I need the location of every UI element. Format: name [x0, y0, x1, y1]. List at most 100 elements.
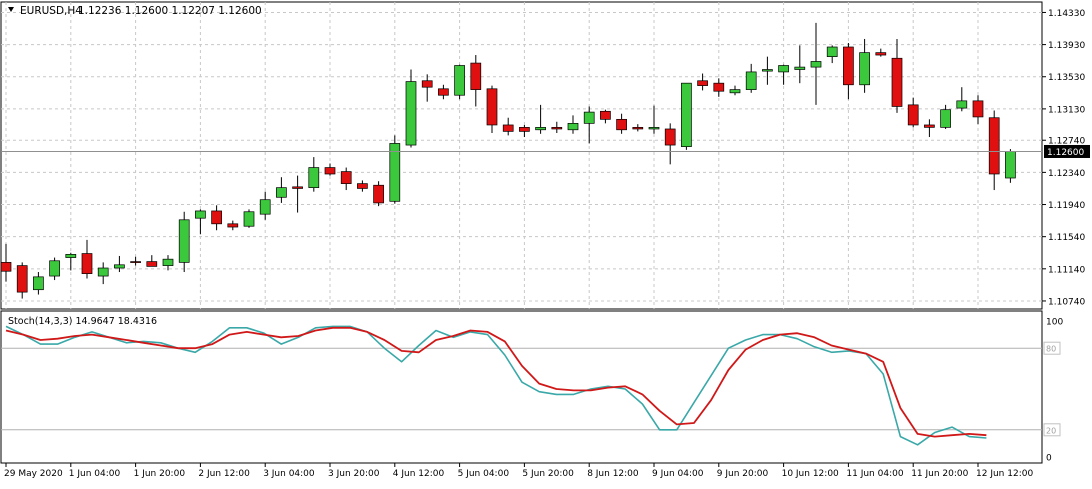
- candle[interactable]: [583, 106, 595, 144]
- candle[interactable]: [956, 87, 968, 112]
- stochastic-panel[interactable]: 80 20 100 0: [1, 318, 1063, 464]
- stoch-main-line[interactable]: [5, 325, 987, 446]
- candle[interactable]: [65, 252, 77, 271]
- candle[interactable]: [826, 45, 838, 64]
- candle[interactable]: [146, 255, 158, 267]
- candle[interactable]: [81, 239, 93, 279]
- stoch-signal-line[interactable]: [5, 326, 987, 438]
- candle[interactable]: [227, 220, 239, 231]
- candle[interactable]: [1005, 149, 1016, 183]
- candle[interactable]: [97, 262, 109, 285]
- candle-body: [243, 211, 255, 227]
- candle[interactable]: [454, 64, 465, 100]
- candle[interactable]: [421, 74, 433, 102]
- stoch-y-label: 0: [1046, 454, 1052, 464]
- candle[interactable]: [195, 209, 206, 235]
- candle[interactable]: [324, 163, 336, 176]
- candle-body: [551, 127, 563, 130]
- candle[interactable]: [259, 191, 271, 220]
- candle-body: [794, 66, 806, 70]
- price-tag-label: 1.12600: [1047, 148, 1084, 158]
- candle[interactable]: [486, 85, 498, 133]
- candle[interactable]: [713, 78, 725, 97]
- candle[interactable]: [648, 105, 660, 134]
- candle[interactable]: [778, 64, 789, 85]
- candle-body: [97, 267, 109, 277]
- candle[interactable]: [438, 84, 449, 100]
- candle[interactable]: [859, 38, 870, 93]
- candle[interactable]: [551, 121, 563, 133]
- symbol-header: EURUSD,H4: [20, 5, 82, 17]
- y-tick-label: 1.13130: [1048, 105, 1085, 115]
- candle[interactable]: [616, 113, 627, 134]
- x-tick-label: 11 Jun 04:00: [846, 469, 903, 479]
- candle[interactable]: [810, 22, 822, 105]
- candle[interactable]: [891, 38, 903, 113]
- candle[interactable]: [49, 257, 60, 281]
- candle-body: [162, 258, 174, 266]
- candle[interactable]: [697, 73, 708, 91]
- candle[interactable]: [308, 157, 320, 192]
- candle[interactable]: [843, 42, 854, 100]
- candle[interactable]: [940, 104, 951, 129]
- price-tag: [1044, 144, 1090, 158]
- candle-body: [49, 260, 60, 277]
- collapse-arrow-icon[interactable]: [8, 7, 14, 12]
- candle[interactable]: [632, 124, 644, 132]
- candle[interactable]: [875, 48, 887, 57]
- candle[interactable]: [292, 175, 303, 213]
- candle[interactable]: [276, 177, 287, 203]
- candle[interactable]: [130, 256, 141, 266]
- candle-body: [195, 210, 206, 219]
- candle[interactable]: [762, 56, 773, 85]
- candle[interactable]: [178, 211, 190, 273]
- candle[interactable]: [600, 109, 611, 124]
- candle[interactable]: [972, 95, 984, 125]
- candle[interactable]: [114, 255, 125, 273]
- candle[interactable]: [519, 124, 530, 138]
- candle[interactable]: [664, 123, 676, 165]
- y-tick-label: 1.11940: [1048, 201, 1085, 211]
- candle[interactable]: [535, 104, 546, 134]
- candle-body: [664, 128, 676, 146]
- y-tick-label: 1.14330: [1048, 9, 1085, 19]
- candle[interactable]: [924, 119, 935, 138]
- candle-body: [567, 123, 579, 131]
- candle[interactable]: [162, 255, 174, 271]
- candle-body: [1005, 151, 1016, 179]
- candle[interactable]: [729, 85, 741, 96]
- candle-body: [729, 89, 741, 94]
- candle[interactable]: [681, 82, 692, 150]
- candle[interactable]: [470, 55, 482, 107]
- candle-body: [292, 186, 303, 189]
- candle[interactable]: [211, 205, 222, 231]
- candle[interactable]: [16, 262, 28, 299]
- candle[interactable]: [405, 69, 417, 148]
- x-tick-label: 5 Jun 04:00: [458, 469, 510, 479]
- candle[interactable]: [988, 110, 1000, 191]
- candle-body: [972, 100, 984, 118]
- candle[interactable]: [389, 135, 401, 204]
- candle[interactable]: [243, 209, 255, 228]
- candle[interactable]: [567, 115, 579, 134]
- candlestick-series[interactable]: [0, 22, 1016, 299]
- candle-body: [114, 264, 125, 269]
- candle[interactable]: [340, 167, 352, 191]
- time-axis: 29 May 2020 1 Jun 04:00 1 Jun 20:00 2 Jun 1…: [4, 463, 1033, 479]
- candle[interactable]: [794, 45, 806, 84]
- candle[interactable]: [502, 117, 514, 136]
- candle-body: [535, 127, 546, 131]
- candle-body: [373, 184, 384, 204]
- candle[interactable]: [0, 243, 12, 282]
- candle-body: [632, 127, 644, 130]
- candle[interactable]: [373, 181, 384, 207]
- candle[interactable]: [357, 180, 368, 192]
- candle-body: [211, 210, 222, 225]
- y-tick-label: 1.12340: [1048, 169, 1085, 179]
- candle[interactable]: [745, 63, 757, 93]
- level-tag: [1043, 341, 1061, 355]
- candle[interactable]: [907, 97, 919, 128]
- candle-body: [519, 127, 530, 132]
- candle[interactable]: [33, 272, 44, 295]
